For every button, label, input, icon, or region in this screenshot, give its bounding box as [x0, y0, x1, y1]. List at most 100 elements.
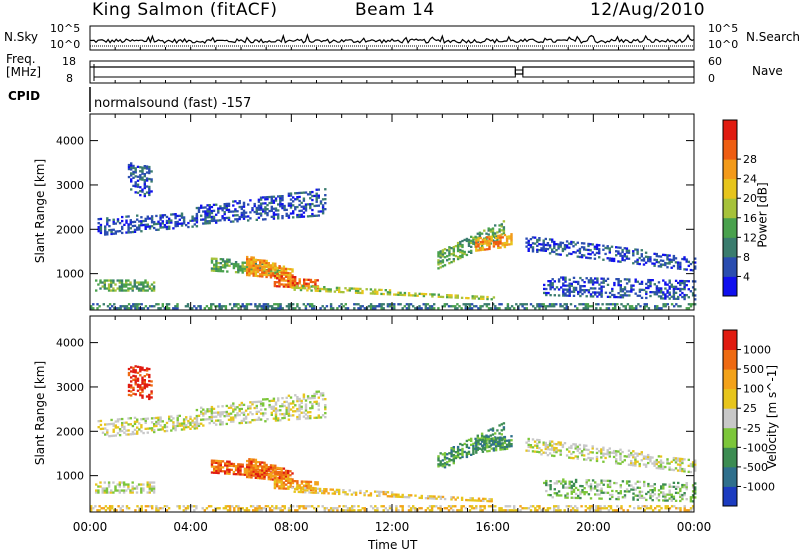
heatmap-cell: [195, 420, 199, 424]
heatmap-cell: [92, 303, 95, 306]
heatmap-cell: [118, 434, 122, 437]
heatmap-cell: [143, 385, 146, 388]
heatmap-cell: [244, 211, 248, 214]
heatmap-cell: [681, 287, 684, 291]
heatmap-cell: [562, 282, 565, 285]
heatmap-cell: [104, 231, 107, 234]
heatmap-cell: [467, 452, 471, 455]
heatmap-cell: [585, 448, 588, 451]
heatmap-cell: [150, 481, 154, 484]
heatmap-cell: [303, 278, 306, 281]
heatmap-cell: [302, 205, 306, 208]
heatmap-cell: [533, 440, 537, 443]
heatmap-cell: [540, 509, 543, 512]
heatmap-cell: [595, 247, 599, 251]
heatmap-cell: [401, 495, 404, 499]
heatmap-cell: [666, 493, 669, 496]
heatmap-cell: [219, 464, 222, 467]
heatmap-cell: [261, 261, 264, 264]
heatmap-cell: [280, 267, 283, 270]
heatmap-cell: [483, 448, 487, 451]
heatmap-cell: [452, 448, 455, 451]
heatmap-cell: [112, 279, 115, 282]
heatmap-cell: [281, 505, 284, 508]
heatmap-cell: [140, 216, 143, 219]
heatmap-cell: [555, 509, 558, 512]
heatmap-cell: [159, 216, 162, 219]
heatmap-cell: [174, 217, 177, 220]
heatmap-cell: [238, 407, 241, 411]
heatmap-cell: [97, 485, 100, 488]
heatmap-cell: [249, 401, 252, 404]
heatmap-cell: [634, 462, 637, 465]
heatmap-cell: [378, 494, 381, 497]
heatmap-cell: [447, 305, 451, 308]
heatmap-cell: [219, 266, 222, 269]
heatmap-cell: [315, 214, 318, 217]
heatmap-cell: [625, 278, 629, 281]
heatmap-cell: [472, 236, 475, 239]
heatmap-cell: [153, 221, 156, 224]
heatmap-cell: [259, 259, 262, 262]
heatmap-cell: [223, 211, 226, 214]
heatmap-cell: [630, 463, 633, 467]
heatmap-cell: [623, 496, 627, 499]
heatmap-cell: [568, 290, 571, 293]
heatmap-cell: [513, 307, 516, 310]
heatmap-cell: [311, 208, 314, 212]
heatmap-cell: [460, 509, 463, 512]
heatmap-cell: [668, 468, 671, 471]
heatmap-cell: [563, 246, 567, 249]
heatmap-cell: [378, 492, 381, 495]
heatmap-cell: [454, 245, 458, 248]
heatmap-cell: [150, 392, 153, 395]
heatmap-cell: [139, 392, 142, 395]
heatmap-cell: [110, 232, 113, 236]
heatmap-cell: [502, 228, 506, 231]
heatmap-cell: [256, 509, 259, 512]
heatmap-cell: [221, 466, 225, 469]
heatmap-cell: [654, 507, 657, 510]
heatmap-cell: [208, 418, 211, 421]
heatmap-cell: [125, 507, 129, 510]
heatmap-cell: [148, 185, 151, 189]
heatmap-cell: [589, 281, 593, 284]
heatmap-cell: [291, 472, 294, 475]
heatmap-cell: [241, 263, 244, 266]
noise-right-tick-top: 10^5: [708, 22, 739, 35]
heatmap-cell: [148, 225, 152, 228]
heatmap-cell: [278, 471, 281, 474]
heatmap-cell: [382, 492, 385, 496]
heatmap-cell: [168, 415, 171, 418]
heatmap-cell: [338, 288, 341, 292]
heatmap-cell: [386, 293, 390, 296]
heatmap-cell: [303, 480, 306, 483]
heatmap-cell: [374, 505, 377, 508]
heatmap-cell: [306, 411, 310, 414]
heatmap-cell: [602, 258, 605, 261]
heatmap-cell: [344, 491, 347, 494]
heatmap-cell: [600, 491, 603, 494]
heatmap-cell: [275, 303, 278, 306]
heatmap-cell: [316, 487, 320, 490]
heatmap-cell: [486, 242, 489, 245]
heatmap-cell: [549, 486, 552, 489]
colorbar-frame: [722, 329, 738, 507]
heatmap-cell: [638, 492, 642, 495]
heatmap-cell: [250, 458, 253, 461]
heatmap-cell: [388, 305, 392, 308]
heatmap-cell: [662, 303, 665, 306]
heatmap-cell: [135, 287, 139, 290]
heatmap-cell: [121, 305, 124, 308]
heatmap-cell: [285, 214, 288, 217]
heatmap-cell: [270, 399, 273, 402]
heatmap-cell: [218, 307, 221, 310]
heatmap-cell: [268, 405, 271, 409]
heatmap-cell: [206, 410, 209, 413]
heatmap-cell: [210, 217, 214, 221]
heatmap-cell: [478, 437, 482, 440]
heatmap-cell: [321, 206, 325, 209]
heatmap-cell: [342, 491, 345, 494]
heatmap-cell: [464, 507, 467, 510]
heatmap-cell: [272, 409, 276, 412]
